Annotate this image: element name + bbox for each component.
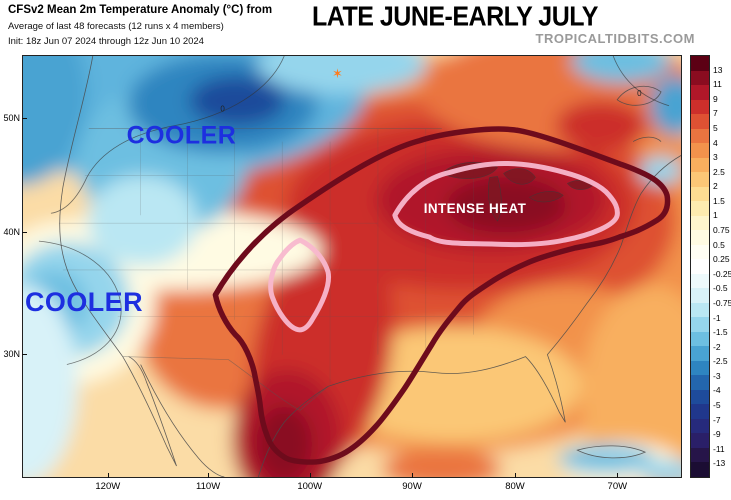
colorbar-tick-label: 0.75: [713, 225, 730, 236]
colorbar-tick-label: 0.25: [713, 254, 730, 265]
colorbar-segment: [691, 157, 709, 173]
colorbar-tick-label: 3: [713, 152, 718, 163]
zero-contour-label: 0: [637, 89, 642, 98]
init-line: Init: 18z Jun 07 2024 through 12z Jun 10…: [8, 36, 204, 47]
colorbar-tick-label: -2: [713, 341, 721, 352]
colorbar-segment: [691, 404, 709, 419]
latitude-label: 40N: [3, 226, 20, 237]
colorbar-segment: [691, 331, 709, 347]
longitude-label: 100W: [297, 481, 323, 492]
latitude-tick: [22, 354, 27, 356]
colorbar-segment: [691, 360, 709, 376]
anomaly-map: 0 0 COOLER COOLER INTENSE HEAT ✶: [23, 56, 681, 477]
title-prefix: CFSv2 Mean 2m Temperature Anomaly (°C) f…: [8, 4, 273, 16]
colorbar-segment: [691, 85, 709, 100]
map-plot-area: 0 0 COOLER COOLER INTENSE HEAT ✶: [22, 55, 682, 478]
anomaly-field: [23, 56, 681, 477]
title-main: LATE JUNE-EARLY JULY: [312, 1, 598, 33]
colorbar-segment: [691, 317, 709, 332]
colorbar-segment: [691, 346, 709, 361]
colorbar-tick-label: -1: [713, 312, 721, 323]
colorbar-segment: [691, 288, 709, 303]
colorbar-tick-label: -13: [713, 458, 726, 469]
colorbar-tick-label: 0.5: [713, 239, 725, 250]
colorbar-tick-label: -1.5: [713, 327, 728, 338]
colorbar-tick-label: 1: [713, 210, 718, 221]
latitude-label: 50N: [3, 113, 20, 124]
intense-heat-label: INTENSE HEAT: [424, 201, 527, 216]
colorbar-segment: [691, 244, 709, 260]
subtitle: Average of last 48 forecasts (12 runs x …: [8, 21, 224, 32]
colorbar-segment: [691, 259, 709, 274]
colorbar-segment: [691, 70, 709, 86]
colorbar-tick-label: -3: [713, 370, 721, 381]
colorbar: [690, 55, 710, 478]
colorbar-tick-label: 13: [713, 64, 723, 75]
colorbar-segment: [691, 128, 709, 144]
cooler-label-california: COOLER: [25, 287, 143, 317]
colorbar-tick-label: 2: [713, 181, 718, 192]
longitude-label: 110W: [196, 481, 221, 492]
heat-contour: [212, 126, 671, 465]
watermark: TROPICALTIDBITS.COM: [535, 31, 695, 46]
zero-contour-label: 0: [220, 105, 225, 114]
colorbar-segment: [691, 114, 709, 129]
colorbar-segment: [691, 389, 709, 405]
longitude-tick: [617, 473, 619, 478]
star-marker-icon: ✶: [332, 66, 343, 81]
colorbar-segment: [691, 230, 709, 245]
longitude-tick: [515, 473, 517, 478]
colorbar-segment: [691, 99, 709, 115]
colorbar-segment: [691, 447, 709, 463]
cooler-label-northwest: COOLER: [127, 122, 237, 150]
colorbar-tick-label: 7: [713, 108, 718, 119]
colorbar-tick-label: 11: [713, 79, 722, 90]
colorbar-tick-label: -0.5: [713, 283, 728, 294]
colorbar-tick-label: -11: [713, 443, 725, 454]
colorbar-tick-label: 2.5: [713, 166, 725, 177]
colorbar-segment: [691, 375, 709, 390]
longitude-tick: [412, 473, 414, 478]
colorbar-tick-label: 1.5: [713, 195, 725, 206]
latitude-tick: [22, 231, 27, 233]
colorbar-tick-label: 9: [713, 93, 718, 104]
pink-heat-contours: [268, 161, 620, 333]
colorbar-labels: 13 11 9 7 5 4 3 2.5 2 1.5 1 0.75 0.5 0.25 -0.25 -0.5 -0.…: [713, 55, 731, 478]
colorbar-segment: [691, 215, 709, 231]
colorbar-segment: [691, 433, 709, 448]
colorbar-tick-label: -7: [713, 414, 721, 425]
colorbar-tick-label: -2.5: [713, 356, 728, 367]
latitude-tick: [22, 118, 27, 120]
colorbar-segment: [691, 201, 709, 216]
coastline: [59, 56, 681, 477]
colorbar-segment: [691, 143, 709, 158]
colorbar-segment: [691, 273, 709, 289]
colorbar-tick-label: -9: [713, 429, 721, 440]
longitude-label: 120W: [95, 481, 121, 492]
longitude-tick: [107, 473, 109, 478]
colorbar-segment: [691, 172, 709, 187]
colorbar-segment: [691, 462, 709, 477]
longitude-tick: [309, 473, 311, 478]
zero-contours: [38, 56, 670, 365]
colorbar-tick-label: -4: [713, 385, 721, 396]
colorbar-segment: [691, 186, 709, 202]
longitude-tick: [208, 473, 210, 478]
colorbar-tick-label: 4: [713, 137, 718, 148]
colorbar-tick-label: -0.75: [713, 297, 731, 308]
latitude-label: 30N: [3, 349, 20, 360]
colorbar-tick-label: -0.25: [713, 268, 731, 279]
colorbar-tick-label: 5: [713, 122, 718, 133]
longitude-label: 80W: [505, 481, 525, 492]
colorbar-segment: [691, 302, 709, 318]
colorbar-segment: [691, 56, 709, 71]
colorbar-segment: [691, 418, 709, 434]
longitude-label: 70W: [607, 481, 628, 492]
longitude-label: 90W: [402, 481, 422, 492]
colorbar-tick-label: -5: [713, 400, 721, 411]
